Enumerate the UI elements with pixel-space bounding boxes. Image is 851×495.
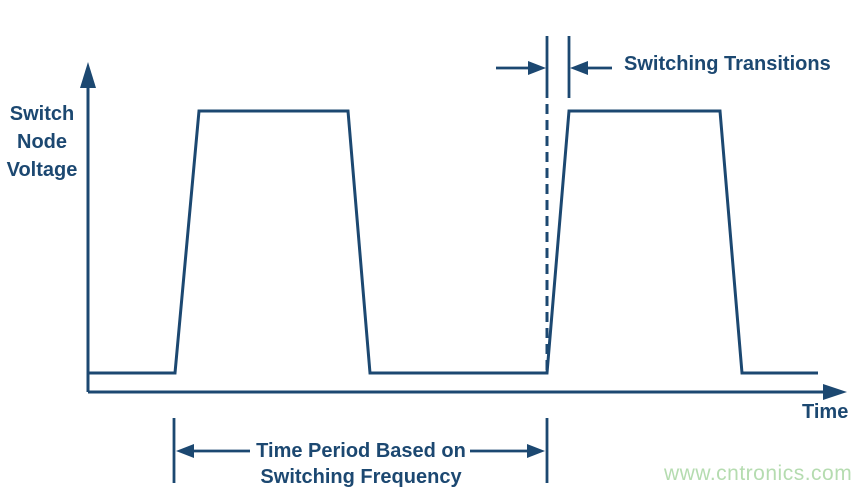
time-period-label-line: Time Period Based on (256, 440, 466, 462)
time-period-label-line: Switching Frequency (260, 466, 462, 488)
period-arrow-right-head-icon (527, 444, 545, 458)
x-axis-label: Time (802, 401, 849, 423)
switch-node-voltage-trace (88, 109, 818, 375)
y-axis-label: Switch Node Voltage (2, 100, 82, 184)
time-period-label: Time Period Based on Switching Frequency (175, 438, 547, 490)
y-axis-label-line: Voltage (6, 159, 78, 181)
y-axis-arrowhead-icon (80, 62, 96, 88)
transition-arrow-right-head-icon (570, 61, 588, 75)
y-axis-label-line: Node (17, 131, 67, 153)
watermark: www.cntronics.com (664, 462, 851, 485)
x-axis-arrowhead-icon (823, 384, 847, 400)
transition-arrow-left-head-icon (528, 61, 546, 75)
period-arrow-left-head-icon (176, 444, 194, 458)
switching-transitions-label: Switching Transitions (624, 53, 831, 75)
y-axis-label-line: Switch (9, 103, 75, 125)
